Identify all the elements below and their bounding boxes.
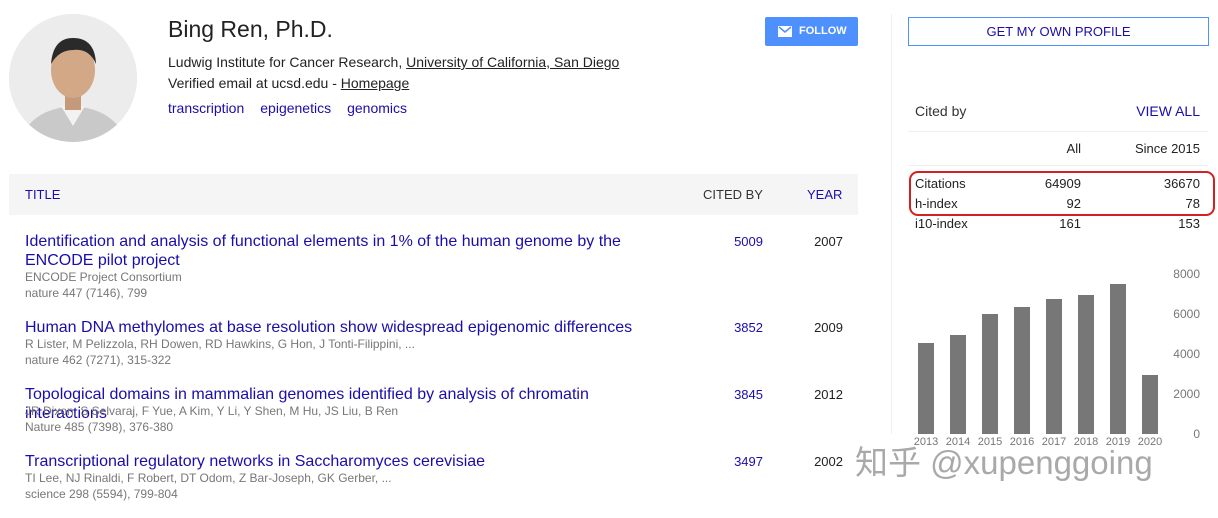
bar [1014, 307, 1030, 434]
affiliation-text: Ludwig Institute for Cancer Research, [168, 54, 407, 70]
header-title[interactable]: TITLE [25, 187, 61, 202]
follow-button[interactable]: FOLLOW [765, 17, 858, 46]
article-venue: Nature 485 (7398), 376-380 [25, 420, 174, 434]
article-row: Human DNA methylomes at base resolution … [0, 318, 860, 384]
watermark: 知乎 @xupenggoing [855, 444, 1153, 481]
interests: transcription epigenetics genomics [168, 100, 423, 116]
interest-link[interactable]: transcription [168, 100, 245, 116]
mail-icon [778, 26, 792, 37]
bar [918, 343, 934, 434]
year: 2012 [814, 387, 843, 402]
profile-name: Bing Ren, Ph.D. [168, 16, 333, 42]
y-tick-label: 8000 [1173, 267, 1200, 281]
metric-since: 78 [1185, 196, 1200, 211]
divider [891, 14, 892, 434]
metric-since: 153 [1178, 216, 1200, 231]
get-profile-button[interactable]: GET MY OWN PROFILE [908, 17, 1209, 46]
separator [908, 165, 1208, 166]
homepage-link[interactable]: Homepage [340, 75, 410, 91]
article-title[interactable]: Human DNA methylomes at base resolution … [25, 319, 633, 336]
article-authors: JR Dixon, S Selvaraj, F Yue, A Kim, Y Li… [25, 404, 399, 418]
metric-name: Citations [915, 176, 966, 191]
metric-since: 36670 [1163, 176, 1200, 191]
affiliation-link[interactable]: University of California, San Diego [406, 54, 620, 70]
bar [1078, 295, 1094, 434]
article-title[interactable]: Identification and analysis of functiona… [25, 233, 621, 269]
x-tick-label: 2014 [946, 436, 970, 448]
follow-label: FOLLOW [799, 25, 847, 37]
article-row: Transcriptional regulatory networks in S… [0, 452, 860, 518]
y-tick-label: 4000 [1173, 347, 1200, 361]
article-venue: nature 447 (7146), 799 [25, 286, 148, 300]
table-header: TITLE CITED BY YEAR [9, 174, 858, 215]
metric-all: 64909 [1044, 176, 1081, 191]
article-authors: R Lister, M Pelizzola, RH Dowen, RD Hawk… [25, 337, 415, 351]
y-tick-label: 6000 [1173, 307, 1200, 321]
x-tick-label: 2019 [1106, 436, 1130, 448]
metric-all: 161 [1059, 216, 1081, 231]
year: 2002 [814, 454, 843, 469]
x-tick-label: 2020 [1138, 436, 1162, 448]
bar [1110, 284, 1126, 434]
cited-by[interactable]: 3845 [734, 387, 763, 402]
article-row: Topological domains in mammalian genomes… [0, 385, 860, 451]
chart: 0 2000 4000 6000 8000 2013 2014 2015 2016 2017 201… [914, 267, 1201, 448]
article-authors: TI Lee, NJ Rinaldi, F Robert, DT Odom, Z… [25, 471, 392, 485]
column-all: All [1066, 141, 1081, 156]
article-venue: nature 462 (7271), 315-322 [25, 353, 172, 367]
metric-name: i10-index [915, 216, 968, 231]
email-text: Verified email at ucsd.edu - [168, 75, 341, 91]
metric-all: 92 [1066, 196, 1081, 211]
x-tick-label: 2015 [978, 436, 1002, 448]
affiliation: Ludwig Institute for Cancer Research, Un… [168, 54, 619, 70]
y-tick-label: 0 [1193, 427, 1200, 441]
x-tick-label: 2018 [1074, 436, 1098, 448]
bar [982, 314, 998, 434]
article-title[interactable]: Topological domains in mammalian genomes… [25, 386, 589, 422]
cited-by[interactable]: 5009 [734, 234, 763, 249]
x-tick-label: 2017 [1042, 436, 1066, 448]
y-tick-label: 2000 [1173, 387, 1200, 401]
highlight-box [909, 171, 1215, 216]
cited-by-label: Cited by [915, 103, 967, 119]
metric-name: h-index [915, 196, 958, 211]
x-tick-label: 2016 [1010, 436, 1034, 448]
view-all[interactable]: VIEW ALL [1136, 103, 1200, 119]
x-tick-label: 2013 [914, 436, 938, 448]
header-year[interactable]: YEAR [807, 187, 843, 202]
interest-link[interactable]: genomics [347, 100, 408, 116]
email: Verified email at ucsd.edu - Homepage [168, 75, 409, 91]
bar [950, 335, 966, 434]
article-title[interactable]: Transcriptional regulatory networks in S… [25, 453, 486, 470]
article-row: Identification and analysis of functiona… [0, 232, 860, 300]
cited-by[interactable]: 3852 [734, 320, 763, 335]
bar [1142, 375, 1158, 434]
article-authors: ENCODE Project Consortium [25, 270, 182, 284]
avatar [9, 14, 137, 142]
article-venue: science 298 (5594), 799-804 [25, 487, 178, 501]
year: 2009 [814, 320, 843, 335]
separator [908, 131, 1208, 132]
year: 2007 [814, 234, 843, 249]
interest-link[interactable]: epigenetics [260, 100, 332, 116]
header-cited[interactable]: CITED BY [703, 187, 763, 202]
cited-by[interactable]: 3497 [734, 454, 763, 469]
column-since: Since 2015 [1134, 141, 1200, 156]
bar [1046, 299, 1062, 434]
